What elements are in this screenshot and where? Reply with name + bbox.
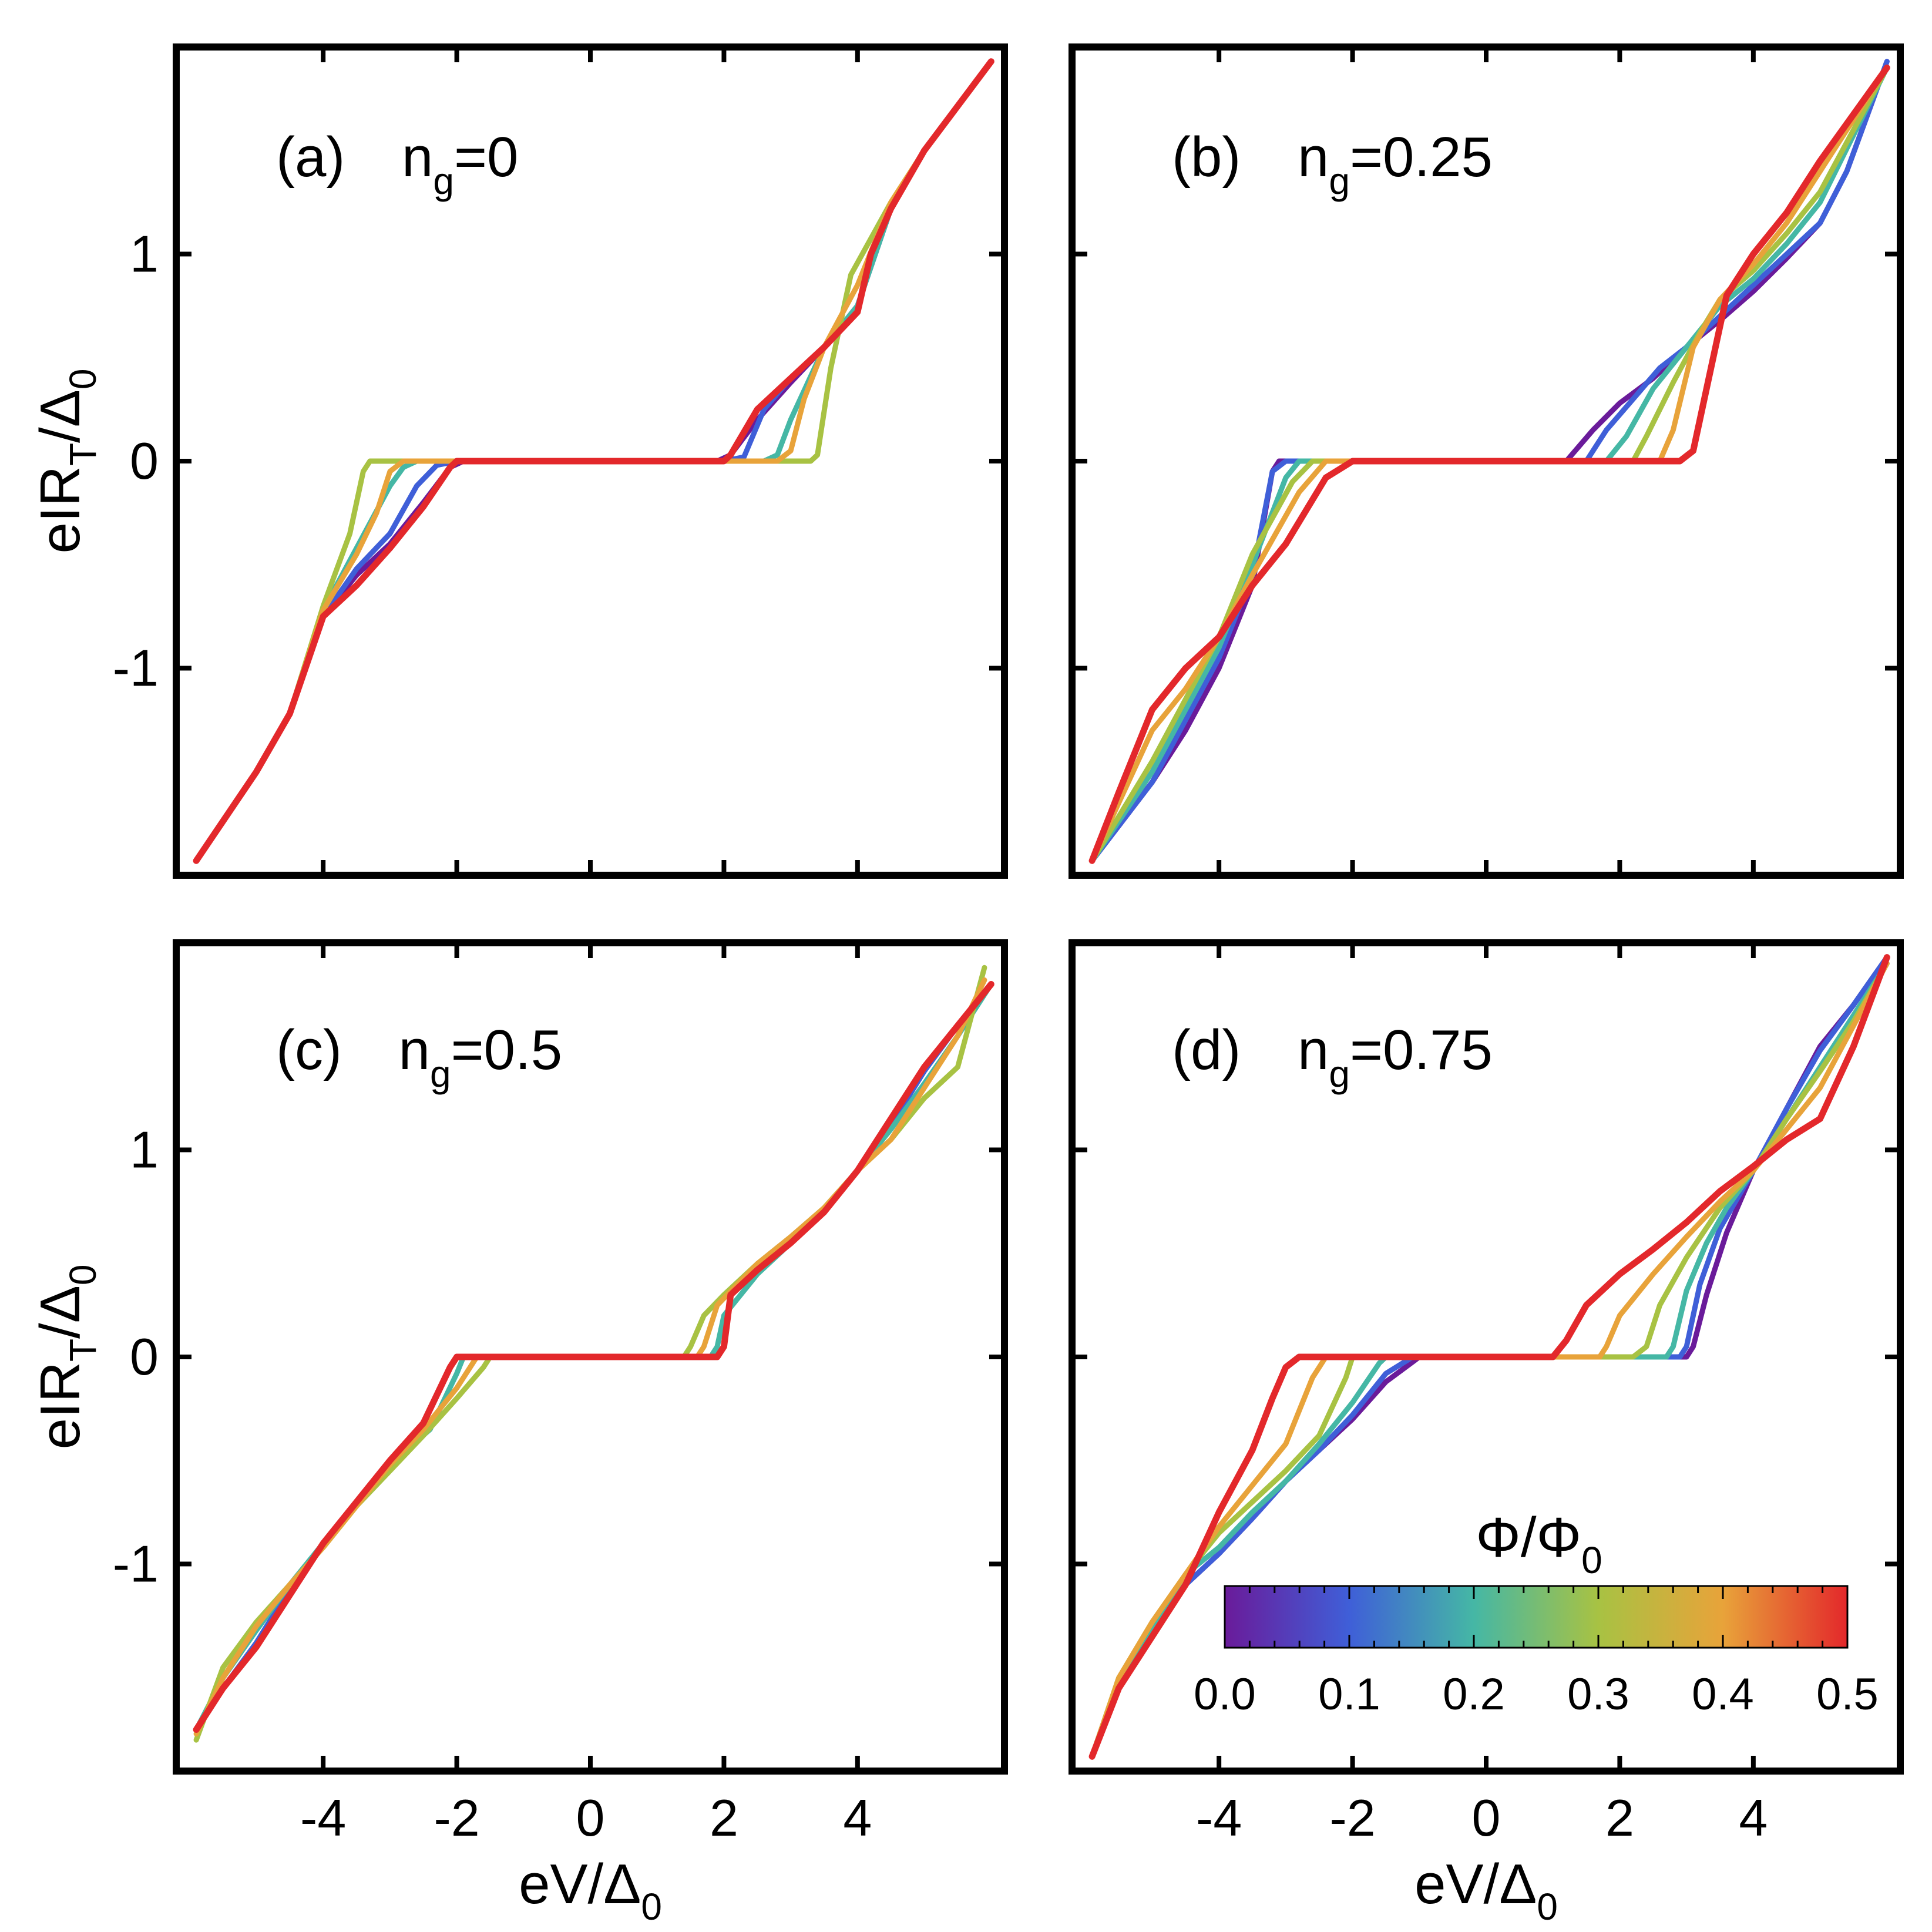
xlabel-sub: 0	[641, 1886, 662, 1928]
colorbar-tick-label: 0.1	[1318, 1669, 1380, 1719]
curves	[193, 965, 994, 1743]
curves	[193, 58, 994, 864]
x-tick-label: 4	[843, 1789, 872, 1847]
panel-label: (a) ng=0	[276, 126, 518, 202]
colorbar-title-sym2: Φ	[1537, 1506, 1582, 1569]
curve-phi-0.5	[193, 981, 994, 1733]
curve-phi-0.5	[1088, 64, 1890, 864]
panel-label-var: n	[399, 1019, 430, 1081]
x-tick-label: -2	[434, 1789, 479, 1847]
ylabel-text: eIR	[29, 466, 92, 553]
xlabel-text: eV/	[519, 1853, 603, 1916]
y-axis-title-top: eIRT/Δ0	[29, 369, 104, 554]
panel-label-sub: g	[1329, 160, 1350, 202]
curve-phi-0.5	[193, 58, 994, 864]
y-tick-label: 1	[130, 1121, 159, 1179]
panel-label-sub: g	[433, 160, 454, 202]
panel-b: (b) ng=0.25	[1069, 43, 1904, 879]
panel-label-value: =0.5	[451, 1019, 563, 1081]
y-tick-label: -1	[113, 1535, 159, 1593]
ylabel-text2: /	[29, 427, 92, 443]
x-tick-label: -4	[300, 1789, 346, 1847]
colorbar: Φ/Φ0 0.0 0.1 0.2 0.3 0.4 0.5	[1194, 1506, 1879, 1719]
colorbar-title-text: /	[1521, 1506, 1537, 1569]
curves	[1088, 59, 1890, 864]
panel-label-var: n	[402, 126, 433, 189]
x-tick-label: 2	[710, 1789, 738, 1847]
colorbar-gradient	[1224, 1585, 1849, 1649]
colorbar-tick-label: 0.4	[1692, 1669, 1754, 1719]
panel-c: -4 -2 0 2 4 -1 0 1 (c) ng=0.5	[113, 939, 1008, 1847]
panel-label-sub: g	[1329, 1053, 1350, 1095]
xlabel-sym: Δ	[1499, 1853, 1537, 1916]
ylabel-sub1: T	[62, 443, 104, 466]
y-tick-label: 1	[130, 225, 159, 283]
panel-label-sub: g	[430, 1053, 451, 1095]
xlabel-sym: Δ	[603, 1853, 641, 1916]
curve-phi-0.1	[1089, 59, 1890, 863]
x-tick-label: -2	[1329, 1789, 1375, 1847]
y-tick-label: 0	[130, 432, 159, 490]
colorbar-title: Φ/Φ0	[1476, 1506, 1602, 1581]
axis-ticks: -1 0 1	[113, 47, 1004, 875]
curve-phi-0	[1089, 59, 1890, 863]
colorbar-title-sym: Φ	[1476, 1506, 1521, 1569]
colorbar-tick-label: 0.0	[1194, 1669, 1256, 1719]
x-axis-title-left: eV/Δ0	[519, 1853, 662, 1928]
axis-ticks: -4 -2 0 2 4	[1072, 943, 1900, 1847]
xlabel-sub: 0	[1537, 1886, 1558, 1928]
panel-label-var: n	[1298, 1019, 1329, 1081]
panel-a: -1 0 1 (a) ng=0	[113, 43, 1008, 879]
ylabel-sub2: 0	[62, 1265, 104, 1286]
ylabel-sub2: 0	[62, 369, 104, 390]
y-tick-label: 0	[130, 1328, 159, 1386]
panel-label-value: =0	[454, 126, 518, 189]
panel-label: (d) ng=0.75	[1172, 1019, 1493, 1095]
x-tick-label: -4	[1196, 1789, 1242, 1847]
panel-d: -4 -2 0 2 4 (d) ng=0.75	[1069, 939, 1904, 1847]
ylabel-text2: /	[29, 1323, 92, 1339]
x-tick-label: 0	[1472, 1789, 1501, 1847]
panel-label-var: n	[1298, 126, 1329, 189]
colorbar-tick-label: 0.5	[1816, 1669, 1879, 1719]
panel-label-tag: (d)	[1172, 1019, 1241, 1081]
axis-ticks	[1072, 47, 1900, 875]
ylabel-sym: Δ	[29, 389, 92, 427]
panel-label-tag: (b)	[1172, 126, 1241, 189]
panel-label-tag: (c)	[276, 1019, 342, 1081]
ylabel-sub1: T	[62, 1339, 104, 1362]
colorbar-title-sub: 0	[1581, 1539, 1602, 1581]
y-tick-label: -1	[113, 639, 159, 697]
x-tick-label: 0	[576, 1789, 605, 1847]
x-tick-label: 2	[1605, 1789, 1634, 1847]
ylabel-sym: Δ	[29, 1285, 92, 1323]
panel-label-value: =0.75	[1350, 1019, 1493, 1081]
panel-label-tag: (a)	[276, 126, 345, 189]
x-tick-label: 4	[1739, 1789, 1768, 1847]
panel-label: (b) ng=0.25	[1172, 126, 1493, 202]
colorbar-tick-label: 0.2	[1443, 1669, 1505, 1719]
colorbar-tick-label: 0.3	[1567, 1669, 1629, 1719]
ylabel-text: eIR	[29, 1362, 92, 1449]
curves	[1088, 954, 1890, 1760]
curve-phi-0.5	[1088, 954, 1890, 1760]
axis-ticks: -4 -2 0 2 4 -1 0 1	[113, 943, 1004, 1847]
xlabel-text: eV/	[1414, 1853, 1499, 1916]
y-axis-title-bottom: eIRT/Δ0	[29, 1265, 104, 1450]
panel-label: (c) ng=0.5	[276, 1019, 562, 1095]
panel-label-value: =0.25	[1350, 126, 1493, 189]
x-axis-title-right: eV/Δ0	[1414, 1853, 1558, 1928]
colorbar-ticks: 0.0 0.1 0.2 0.3 0.4 0.5	[1194, 1586, 1879, 1719]
